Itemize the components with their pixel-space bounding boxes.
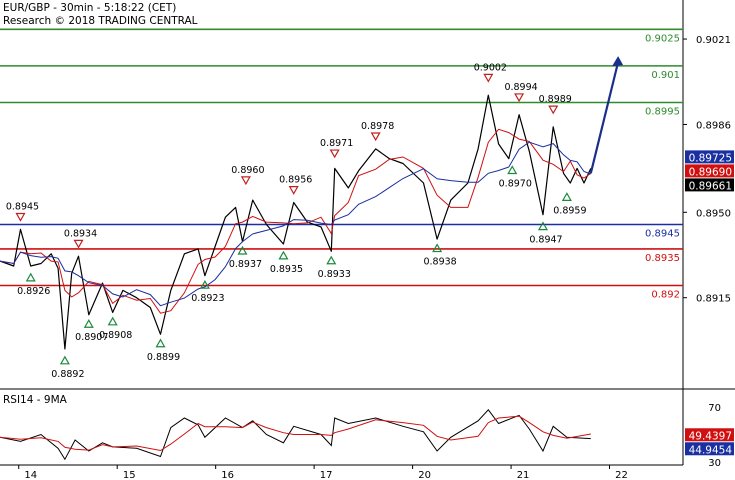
high-marker	[240, 176, 251, 186]
x-tick-label: 16	[221, 470, 234, 480]
price-series	[0, 56, 624, 350]
low-label: 0.8923	[191, 293, 224, 304]
low-label: 0.8938	[423, 257, 456, 268]
high-marker	[483, 73, 494, 83]
low-label: 0.8907	[75, 332, 108, 343]
low-marker	[561, 192, 572, 201]
high-marker	[370, 132, 381, 142]
low-marker	[155, 338, 166, 348]
low-label: 0.8899	[147, 352, 180, 363]
projection-arrow-shaft	[589, 61, 620, 174]
high-label: 0.8978	[361, 121, 394, 132]
price-box	[685, 178, 734, 192]
x-axis: 14 15 16 17 20 21 22	[0, 464, 683, 480]
x-tick-label: 21	[517, 470, 530, 480]
low-label: 0.8937	[229, 259, 262, 270]
support-label: 0.8935	[645, 253, 680, 264]
low-marker	[25, 272, 36, 282]
x-tick-label: 20	[418, 470, 431, 480]
low-marker	[507, 165, 518, 175]
y-tick-label: 0.8950	[696, 208, 731, 219]
low-marker	[326, 255, 337, 265]
high-label: 0.8945	[6, 202, 39, 213]
low-label: 0.8935	[270, 264, 303, 275]
resistance-label: 0.901	[651, 70, 680, 81]
high-marker	[514, 93, 525, 103]
high-marker	[73, 239, 84, 249]
high-label: 0.8994	[504, 82, 537, 93]
y-axis: 0.9021 0.8986 0.8950 0.8915 0.89725 0.89690 0.…	[683, 35, 734, 305]
rsi-value-label: 49.4397	[689, 430, 732, 442]
price-box	[685, 164, 734, 178]
x-tick-label: 15	[123, 470, 136, 480]
price-box-label: 0.89690	[689, 166, 732, 178]
price-box-label: 0.89725	[689, 152, 732, 164]
low-marker	[83, 319, 94, 328]
projection-arrow-head	[612, 56, 624, 67]
chart-title: EUR/GBP - 30min - 5:18:22 (CET)	[3, 2, 176, 14]
rsi-tick-label: 70	[708, 403, 721, 414]
rsi-panel: RSI14 - 9MA 70 30 49.4397 44.9454	[0, 394, 734, 469]
level-lines: 0.9025 0.901 0.8995 0.8945 0.8935 0.892	[0, 28, 683, 301]
low-label: 0.8947	[529, 235, 562, 246]
swing-markers: 0.8945 0.8934 0.8960 0.8956 0.8971 0.8978 0.90…	[6, 62, 587, 379]
low-label: 0.8892	[51, 369, 84, 380]
moving-average-slow	[0, 141, 591, 307]
rsi-title: RSI14 - 9MA	[3, 394, 68, 406]
low-label: 0.8970	[499, 178, 532, 189]
resistance-label: 0.8995	[645, 106, 680, 117]
rsi-value-box	[685, 442, 734, 456]
rsi-tick-label: 30	[708, 458, 721, 469]
rsi-value-label: 44.9454	[689, 444, 733, 456]
rsi-ma-line	[0, 415, 591, 452]
price-box	[685, 150, 734, 164]
high-label: 0.8989	[539, 94, 572, 105]
low-marker	[237, 245, 248, 255]
x-tick-label: 17	[320, 470, 333, 480]
high-label: 0.8956	[279, 175, 312, 186]
low-marker	[107, 316, 118, 326]
high-marker	[548, 105, 559, 115]
low-marker	[199, 279, 210, 289]
low-marker	[537, 221, 549, 231]
rsi-value-box	[685, 428, 734, 442]
high-label: 0.9002	[474, 62, 507, 73]
high-label: 0.8960	[231, 165, 264, 176]
high-label: 0.8971	[320, 138, 353, 149]
price-line	[0, 94, 592, 350]
low-label: 0.8933	[318, 269, 351, 280]
x-tick-label: 22	[615, 470, 628, 480]
high-marker	[329, 149, 340, 159]
support-label: 0.892	[651, 290, 680, 301]
copyright-text: Research © 2018 TRADING CENTRAL	[3, 15, 198, 27]
resistance-label: 0.9025	[645, 33, 680, 44]
y-tick-label: 0.8986	[696, 120, 731, 131]
main-panel	[0, 0, 735, 465]
low-label: 0.8908	[99, 330, 132, 341]
low-label: 0.8926	[17, 286, 50, 297]
low-marker	[432, 243, 443, 253]
pivot-label: 0.8945	[645, 229, 680, 240]
low-marker	[278, 250, 289, 260]
high-label: 0.8934	[64, 228, 97, 239]
high-marker	[288, 186, 299, 195]
price-box-label: 0.89661	[689, 180, 732, 192]
low-marker	[59, 355, 70, 365]
moving-average-fast	[0, 128, 592, 314]
x-tick-label: 14	[24, 470, 37, 480]
y-tick-label: 0.8915	[696, 294, 731, 305]
y-tick-label: 0.9021	[696, 35, 731, 46]
high-marker	[15, 212, 26, 222]
low-label: 0.8959	[553, 205, 586, 216]
